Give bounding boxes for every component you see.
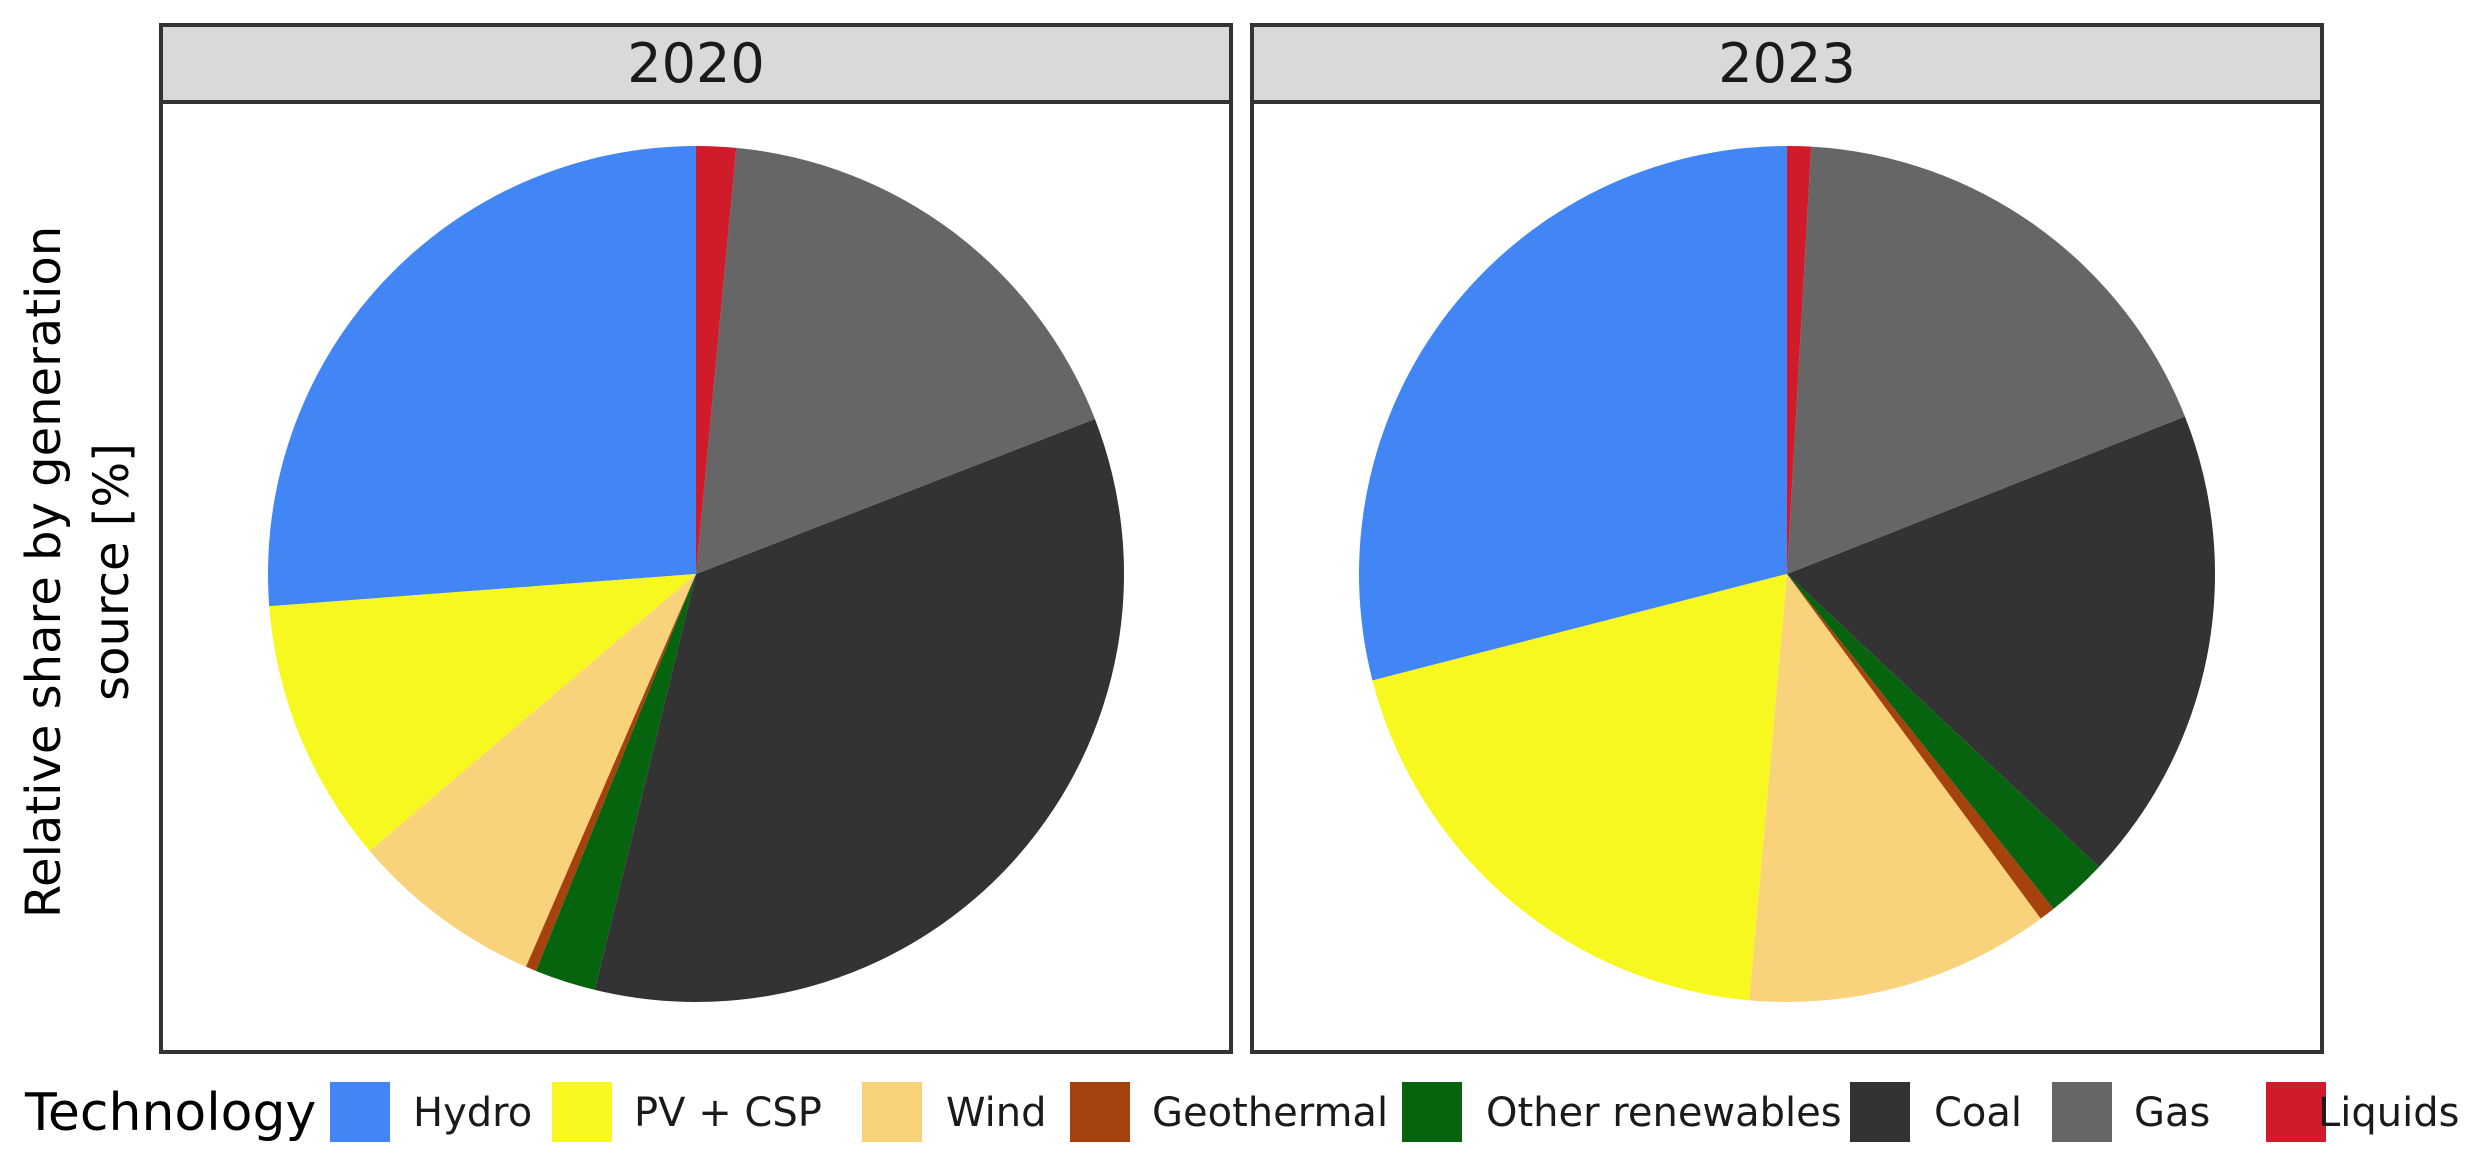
legend-title: Technology xyxy=(24,1083,316,1143)
facet-panel-2023: 2023 xyxy=(1250,23,2324,1054)
facet-strip-title-2023: 2023 xyxy=(1718,32,1855,95)
facet-strip-2020 xyxy=(159,23,1233,104)
pie-slice-2020-other-renewables xyxy=(535,574,696,990)
legend-key-pv-csp xyxy=(552,1082,612,1142)
legend-key-liquids xyxy=(2266,1082,2326,1142)
y-axis-label-line-2: source [%] xyxy=(84,443,140,701)
legend-label-wind: Wind xyxy=(946,1090,1047,1136)
legend-label-liquids: Liquids xyxy=(2318,1090,2459,1136)
pie-slice-2023-wind xyxy=(1749,574,2041,1003)
legend-label-hydro: Hydro xyxy=(413,1090,532,1136)
pie-slice-2020-wind xyxy=(369,574,696,967)
legend-key-geothermal xyxy=(1070,1082,1130,1142)
facet-panel-2020: 2020 xyxy=(159,23,1233,1054)
pie-slice-2023-gas xyxy=(1787,146,2185,574)
pie-slice-2020-pv-csp xyxy=(269,574,696,851)
facet-strip-title-2020: 2020 xyxy=(627,32,764,95)
pie-slice-2020-liquids xyxy=(696,146,737,574)
legend-label-coal: Coal xyxy=(1934,1090,2022,1136)
legend-key-gas xyxy=(2052,1082,2112,1142)
pie-slice-2023-liquids xyxy=(1787,145,1812,574)
legend-label-gas: Gas xyxy=(2134,1090,2210,1136)
y-axis-label-line-1: Relative share by generation xyxy=(16,226,72,918)
legend-label-pv-csp: PV + CSP xyxy=(634,1090,822,1136)
pie-slice-2020-geothermal xyxy=(526,574,696,971)
pie-slice-2020-gas xyxy=(696,147,1095,574)
legend: Technology Hydro PV + CSP Wind Geothermal Ot… xyxy=(24,1082,2459,1143)
legend-key-hydro xyxy=(330,1082,390,1142)
legend-label-geothermal: Geothermal xyxy=(1152,1090,1388,1136)
legend-label-other-renewables: Other renewables xyxy=(1486,1090,1842,1136)
pie-slice-2023-pv-csp xyxy=(1372,574,1787,1001)
pie-slice-2023-other-renewables xyxy=(1787,574,2099,909)
legend-key-other-renewables xyxy=(1402,1082,1462,1142)
legend-items: Hydro PV + CSP Wind Geothermal Other renewab… xyxy=(330,1082,2459,1142)
pie-slice-2023-coal xyxy=(1787,416,2215,867)
pie-slice-2023-geothermal xyxy=(1787,574,2054,919)
pie-2020 xyxy=(268,146,1125,1003)
pie-slice-2023-hydro xyxy=(1359,146,1787,681)
pie-slice-2020-hydro xyxy=(268,146,696,607)
facet-strip-2023 xyxy=(1250,23,2324,104)
legend-key-coal xyxy=(1850,1082,1910,1142)
pie-2023 xyxy=(1359,145,2215,1003)
pie-slice-2020-coal xyxy=(594,418,1125,1003)
legend-key-wind xyxy=(862,1082,922,1142)
